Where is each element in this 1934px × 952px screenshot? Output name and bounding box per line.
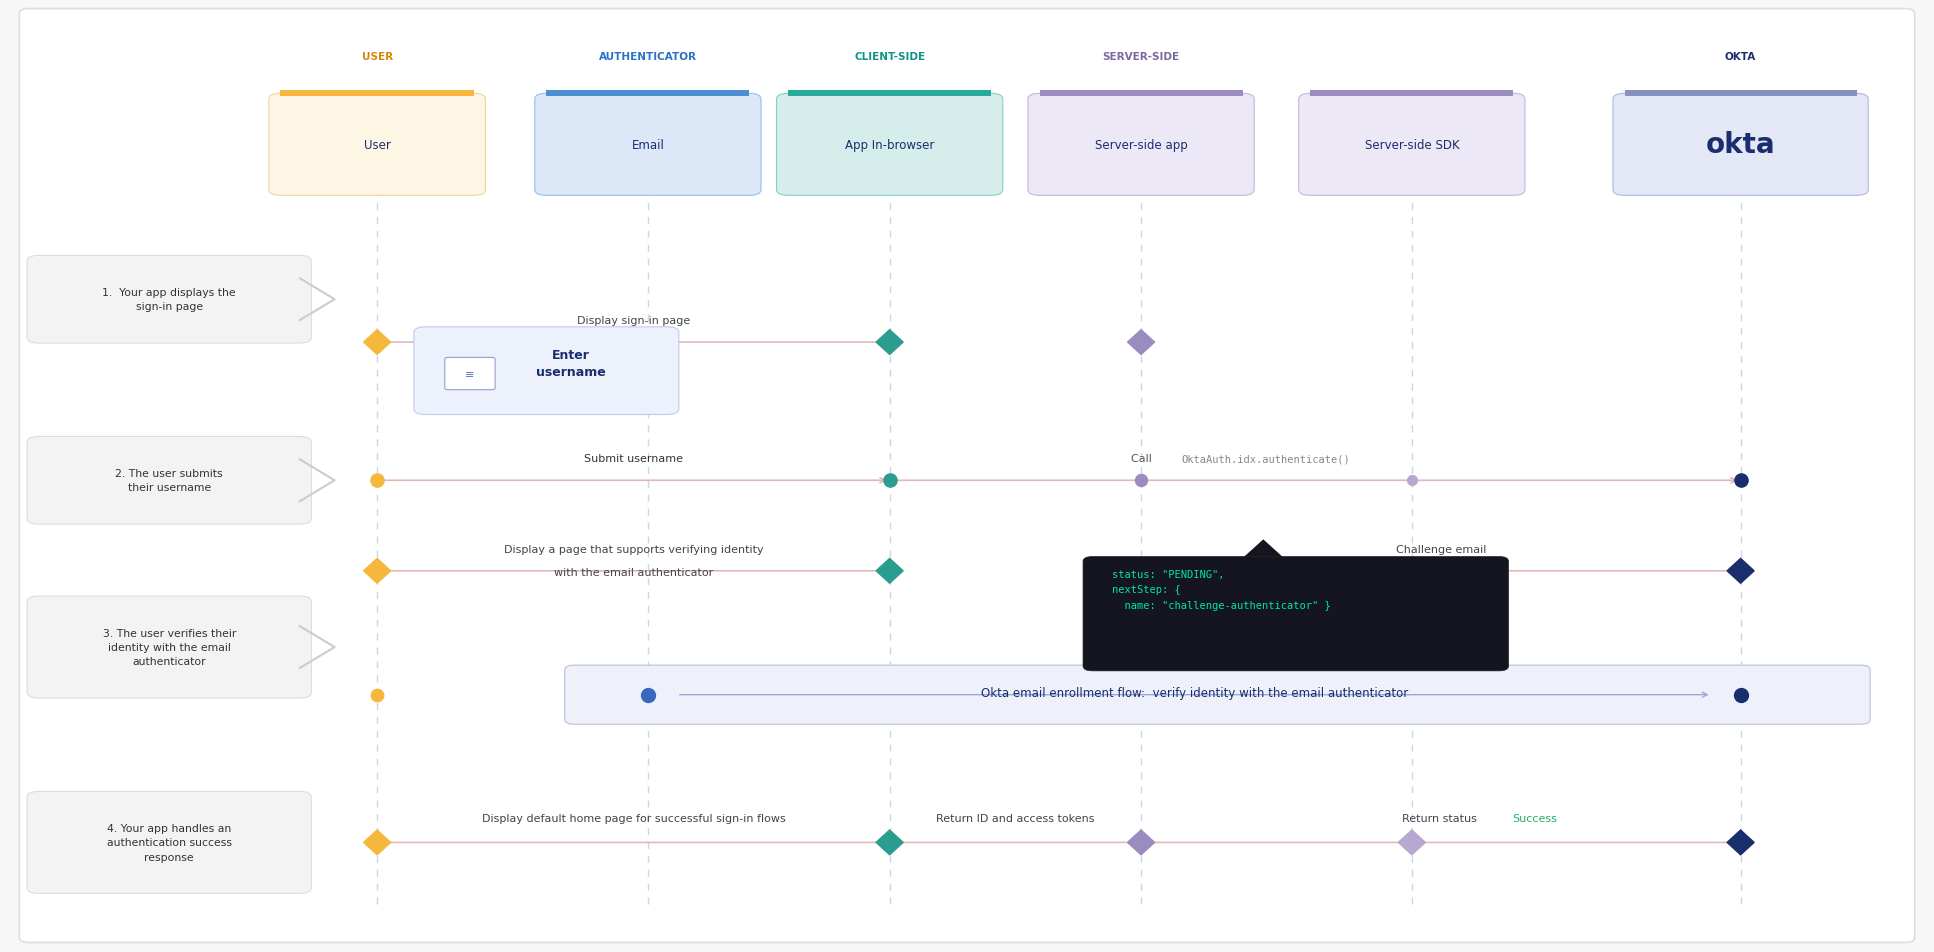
Point <box>632 687 663 703</box>
Text: Display default home page for successful sign-in flows: Display default home page for successful… <box>482 814 785 823</box>
Text: Submit username: Submit username <box>584 454 683 464</box>
Text: 4. Your app handles an
authentication success
response: 4. Your app handles an authentication su… <box>106 823 232 862</box>
Polygon shape <box>876 330 903 355</box>
Text: Display sign-in page: Display sign-in page <box>576 316 690 326</box>
Text: Return ID and access tokens: Return ID and access tokens <box>936 814 1095 823</box>
Point <box>1725 687 1756 703</box>
Text: okta: okta <box>1706 131 1775 159</box>
Bar <box>1040 90 1242 97</box>
Bar <box>789 90 992 97</box>
FancyBboxPatch shape <box>1300 94 1526 196</box>
FancyBboxPatch shape <box>269 94 485 196</box>
FancyBboxPatch shape <box>445 358 495 390</box>
Polygon shape <box>1727 559 1754 584</box>
FancyBboxPatch shape <box>27 792 311 893</box>
Text: 3. The user verifies their
identity with the email
authenticator: 3. The user verifies their identity with… <box>103 628 236 666</box>
Text: 2. The user submits
their username: 2. The user submits their username <box>116 468 222 493</box>
Polygon shape <box>364 330 391 355</box>
Polygon shape <box>876 830 903 855</box>
FancyBboxPatch shape <box>1083 557 1509 671</box>
Point <box>874 473 905 488</box>
Text: USER: USER <box>362 52 393 62</box>
FancyBboxPatch shape <box>19 10 1915 942</box>
Text: AUTHENTICATOR: AUTHENTICATOR <box>600 52 696 62</box>
Point <box>362 687 393 703</box>
Point <box>1725 473 1756 488</box>
Text: SERVER-SIDE: SERVER-SIDE <box>1102 52 1180 62</box>
FancyBboxPatch shape <box>1613 94 1868 196</box>
Polygon shape <box>364 559 391 584</box>
Text: status: "PENDING",
nextStep: {
  name: "challenge-authenticator" }: status: "PENDING", nextStep: { name: "ch… <box>1112 569 1331 610</box>
Text: ≡: ≡ <box>466 369 474 379</box>
FancyBboxPatch shape <box>777 94 1002 196</box>
Polygon shape <box>1128 830 1155 855</box>
Point <box>1126 473 1157 488</box>
Text: Server-side SDK: Server-side SDK <box>1365 139 1458 151</box>
Text: OktaAuth.idx.authenticate(): OktaAuth.idx.authenticate() <box>1182 454 1350 464</box>
Text: Email: Email <box>632 139 663 151</box>
Text: Okta email enrollment flow:  verify identity with the email authenticator: Okta email enrollment flow: verify ident… <box>981 686 1408 700</box>
FancyBboxPatch shape <box>27 437 311 525</box>
Polygon shape <box>364 830 391 855</box>
FancyBboxPatch shape <box>27 256 311 344</box>
FancyBboxPatch shape <box>565 665 1870 724</box>
Point <box>362 473 393 488</box>
Polygon shape <box>1128 330 1155 355</box>
Text: Display a page that supports verifying identity: Display a page that supports verifying i… <box>503 545 764 554</box>
Text: App In-browser: App In-browser <box>845 139 934 151</box>
FancyBboxPatch shape <box>1029 94 1253 196</box>
Text: OKTA: OKTA <box>1725 52 1756 62</box>
Text: Call: Call <box>1131 454 1157 464</box>
Polygon shape <box>876 559 903 584</box>
Bar <box>1625 90 1857 97</box>
Polygon shape <box>1398 830 1425 855</box>
Text: User: User <box>364 139 391 151</box>
Polygon shape <box>1128 559 1155 584</box>
Text: with the email authenticator: with the email authenticator <box>553 567 714 577</box>
FancyBboxPatch shape <box>536 94 762 196</box>
Point <box>1396 473 1427 488</box>
Polygon shape <box>1727 830 1754 855</box>
Polygon shape <box>1398 559 1425 584</box>
FancyBboxPatch shape <box>27 596 311 699</box>
Text: Challenge email: Challenge email <box>1396 545 1485 554</box>
Text: Return status: Return status <box>1402 814 1481 823</box>
Bar <box>1311 90 1514 97</box>
Text: Success: Success <box>1512 814 1557 823</box>
FancyBboxPatch shape <box>414 327 679 415</box>
Text: Enter
username: Enter username <box>536 348 605 379</box>
Bar <box>280 90 474 97</box>
Polygon shape <box>1240 541 1286 562</box>
Text: Server-side app: Server-side app <box>1095 139 1187 151</box>
Bar <box>547 90 750 97</box>
Text: 1.  Your app displays the
sign-in page: 1. Your app displays the sign-in page <box>103 288 236 312</box>
Text: CLIENT-SIDE: CLIENT-SIDE <box>855 52 924 62</box>
